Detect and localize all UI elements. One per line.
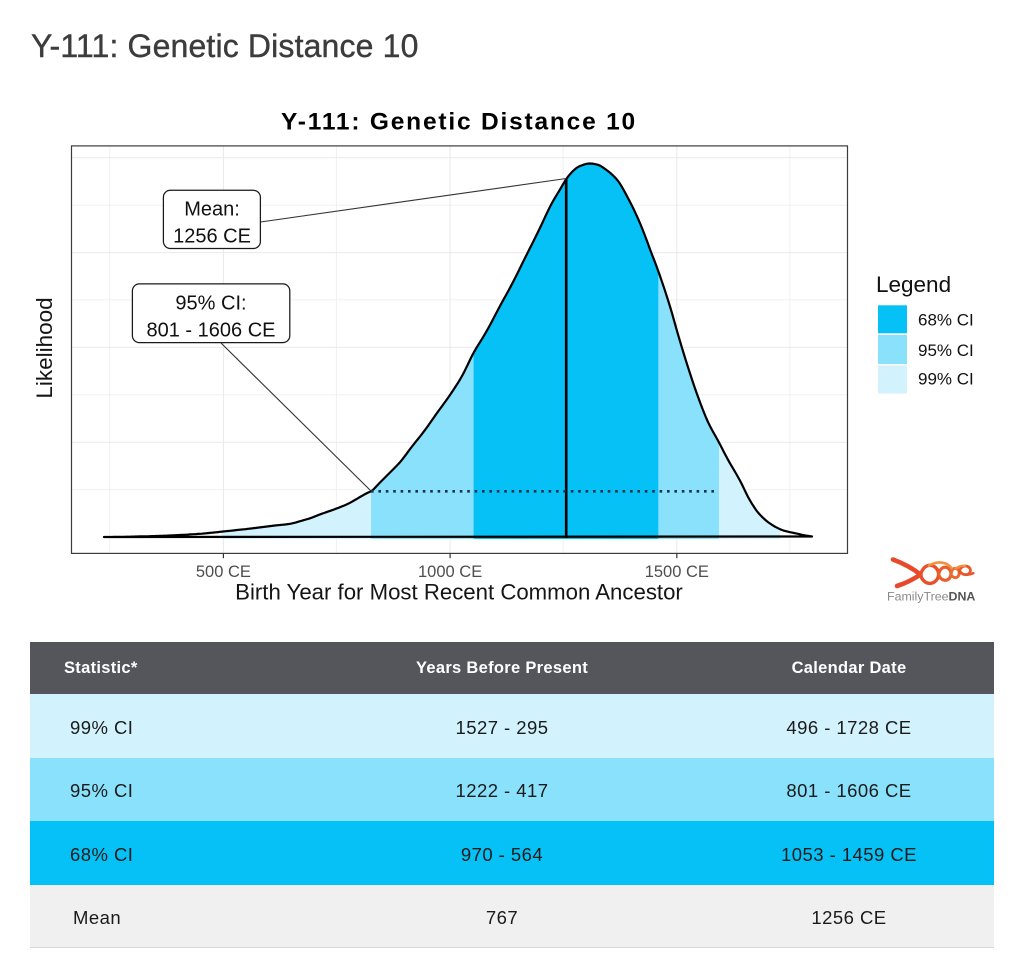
svg-text:68% CI: 68% CI [918,310,974,329]
svg-text:Y-111: Genetic Distance 10: Y-111: Genetic Distance 10 [281,109,637,136]
svg-text:95% CI: 95% CI [918,341,974,360]
svg-text:Mean:: Mean: [184,199,240,221]
svg-text:Birth Year for Most Recent Com: Birth Year for Most Recent Common Ancest… [235,580,683,605]
svg-text:Likelihood: Likelihood [32,297,57,398]
svg-text:Legend: Legend [876,272,951,297]
svg-text:1000 CE: 1000 CE [418,563,482,581]
svg-text:1256 CE: 1256 CE [173,226,251,248]
svg-text:95% CI:: 95% CI: [175,293,246,315]
svg-text:99% CI: 99% CI [918,370,974,389]
svg-text:801 - 1606 CE: 801 - 1606 CE [147,320,276,342]
svg-text:500 CE: 500 CE [196,563,251,581]
svg-text:1500 CE: 1500 CE [645,563,709,581]
svg-text:FamilyTreeDNA: FamilyTreeDNA [887,590,975,604]
